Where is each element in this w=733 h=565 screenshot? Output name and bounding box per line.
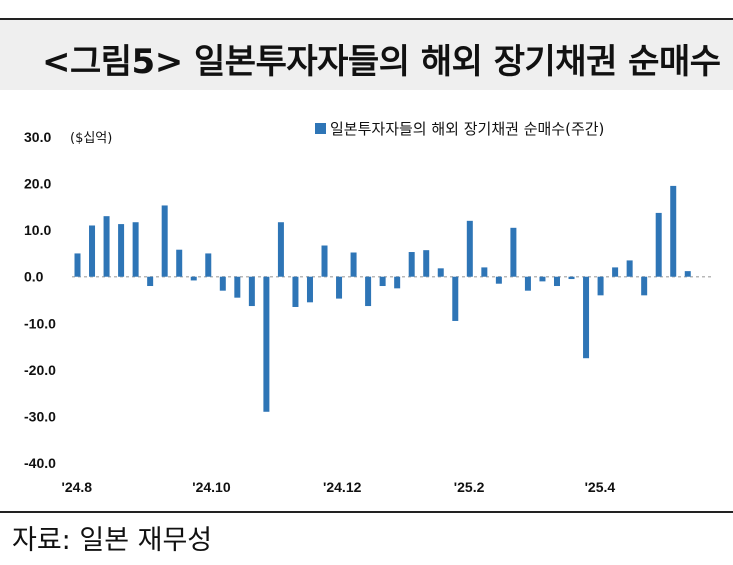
bar	[234, 276, 241, 298]
bar	[365, 276, 372, 307]
y-tick-label: 0.0	[24, 269, 44, 285]
bar	[321, 245, 328, 277]
bar	[684, 271, 691, 277]
bar	[568, 276, 575, 280]
unit-label: ($십억)	[70, 131, 112, 146]
bottom-rule	[0, 511, 733, 513]
legend-label: 일본투자자들의 해외 장기채권 순매수(주간)	[330, 120, 604, 138]
bar	[452, 276, 459, 321]
page-title: <그림5> 일본투자자들의 해외 장기채권 순매수	[42, 42, 721, 82]
y-axis-ticks: 30.0 20.0 10.0 0.0 -10.0 -20.0 -30.0 -40.0	[24, 129, 56, 471]
bar	[553, 276, 560, 287]
bar	[655, 212, 662, 277]
y-tick-label: -30.0	[24, 408, 56, 424]
bar	[277, 222, 284, 277]
x-tick-label: '24.12	[323, 479, 362, 495]
y-tick-label: -10.0	[24, 315, 56, 331]
title-band: <그림5> 일본투자자들의 해외 장기채권 순매수	[0, 18, 733, 90]
y-tick-label: 10.0	[24, 222, 51, 238]
legend-swatch	[315, 123, 326, 134]
bar	[263, 276, 270, 412]
bar	[423, 250, 430, 277]
x-tick-label: '24.10	[192, 479, 231, 495]
bar	[641, 276, 648, 296]
bar	[524, 276, 531, 291]
bar	[597, 276, 604, 296]
bar	[103, 216, 110, 277]
bar	[336, 276, 343, 299]
bar	[350, 252, 357, 277]
x-axis-ticks: '24.8 '24.10 '24.12 '25.2 '25.4	[62, 479, 616, 495]
x-tick-label: '25.4	[585, 479, 616, 495]
source-note: 자료: 일본 재무성	[12, 525, 213, 556]
bar	[205, 253, 212, 277]
bar	[132, 222, 139, 277]
bar	[292, 276, 299, 307]
bar	[74, 253, 81, 277]
bar	[118, 224, 125, 277]
bar	[481, 267, 488, 277]
bar	[670, 185, 677, 277]
bar	[408, 252, 415, 277]
bar	[176, 249, 183, 277]
bar	[437, 268, 444, 277]
bar	[190, 276, 197, 281]
bar	[539, 276, 546, 282]
y-tick-label: -20.0	[24, 362, 56, 378]
bar-chart: 30.0 20.0 10.0 0.0 -10.0 -20.0 -30.0 -40.0 ($십억…	[24, 120, 714, 495]
bar	[161, 205, 168, 277]
bar	[306, 276, 313, 303]
bar	[219, 276, 226, 291]
x-tick-label: '25.2	[454, 479, 485, 495]
x-tick-label: '24.8	[62, 479, 93, 495]
y-tick-label: -40.0	[24, 455, 56, 471]
y-tick-label: 30.0	[24, 129, 51, 145]
y-tick-label: 20.0	[24, 176, 51, 192]
bar	[495, 276, 502, 284]
bar	[147, 276, 154, 287]
bar	[89, 225, 96, 277]
bar	[379, 276, 386, 287]
bar	[466, 220, 473, 277]
bar	[394, 276, 401, 289]
bar	[626, 260, 633, 277]
bar	[248, 276, 255, 307]
bars-group	[74, 185, 691, 412]
bar	[612, 267, 619, 277]
bar	[510, 227, 517, 277]
bar	[583, 276, 590, 359]
